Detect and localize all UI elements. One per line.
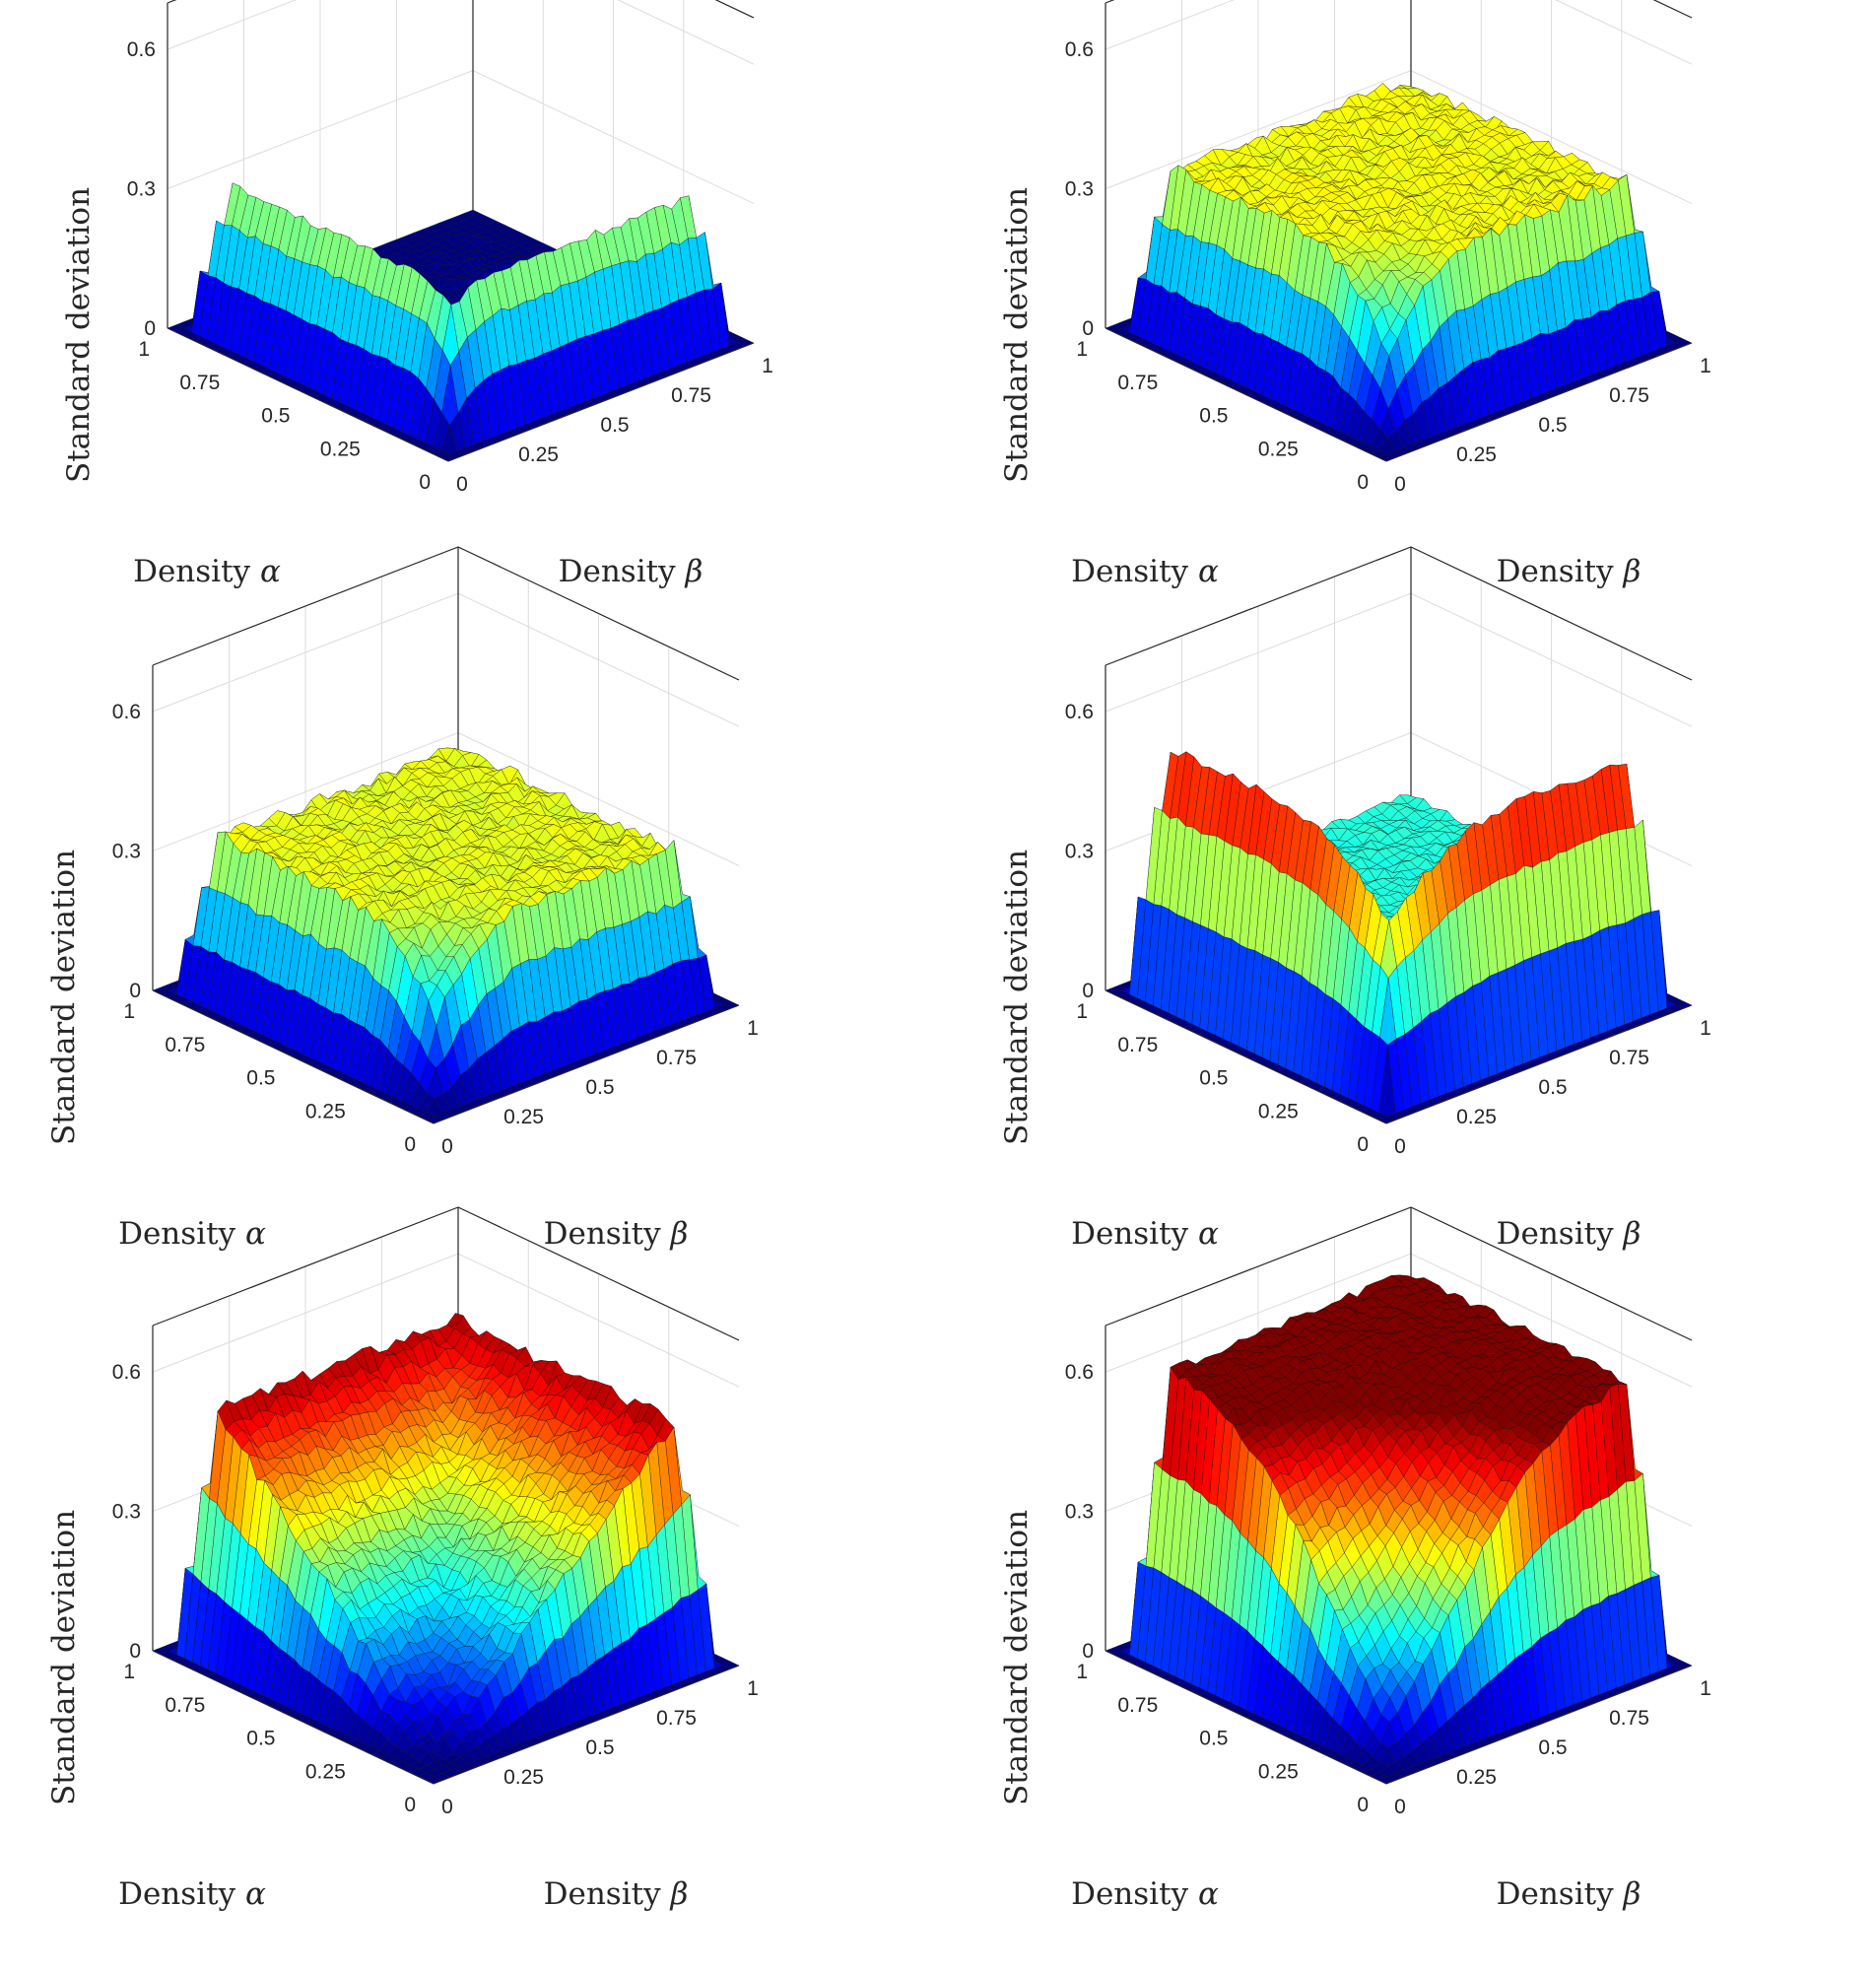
alpha-axis-label: Density α xyxy=(133,554,281,589)
alpha-tick-label: 0.75 xyxy=(1117,372,1158,394)
beta-tick-label: 0 xyxy=(1394,473,1406,496)
beta-symbol: β xyxy=(684,554,703,589)
beta-tick-label: 0.75 xyxy=(656,1047,697,1069)
z-tick-label: 0.3 xyxy=(127,178,156,201)
beta-axis-label: Density β xyxy=(544,1216,689,1252)
grid-line xyxy=(1106,0,1692,64)
beta-tick-label: 0.5 xyxy=(600,414,629,437)
beta-tick-label: 1 xyxy=(762,355,773,377)
beta-tick-label: 0.25 xyxy=(518,443,559,466)
surface-mesh xyxy=(1106,83,1692,461)
beta-tick-label: 0 xyxy=(456,473,468,496)
z-tick-label: 0.6 xyxy=(127,38,156,61)
beta-tick-label: 0.75 xyxy=(1609,384,1649,407)
beta-tick-label: 0.5 xyxy=(585,1076,614,1099)
beta-axis-label: Density β xyxy=(1497,554,1642,589)
surface-panel-middle-left: 00.250.50.75100.250.50.75100.30.6Density… xyxy=(44,682,892,1313)
alpha-tick-label: 1 xyxy=(1076,338,1088,361)
beta-tick-label: 0.25 xyxy=(503,1106,544,1128)
beta-tick-label: 0 xyxy=(441,1135,453,1158)
z-tick-label: 0.3 xyxy=(1065,178,1094,201)
z-axis-label: Standard deviation xyxy=(999,187,1035,483)
z-tick-label: 0 xyxy=(144,317,156,340)
surface-panel-top-right: 00.250.50.75100.250.50.75100.30.6Density… xyxy=(997,20,1844,650)
alpha-tick-label: 0.75 xyxy=(165,1034,205,1056)
z-tick-label: 0 xyxy=(129,980,141,1002)
alpha-tick-label: 1 xyxy=(123,1000,135,1023)
surface-panel-middle-right: 00.250.50.75100.250.50.75100.30.6Density… xyxy=(997,682,1844,1313)
alpha-tick-label: 0.5 xyxy=(261,405,290,428)
alpha-axis-label: Density α xyxy=(118,1216,266,1252)
alpha-tick-label: 0.5 xyxy=(246,1067,275,1090)
alpha-symbol: α xyxy=(245,1216,266,1252)
alpha-tick-label: 0.5 xyxy=(1199,405,1228,428)
surface-panel-top-left: 00.250.50.75100.250.50.75100.30.6Density… xyxy=(59,20,906,650)
z-tick-label: 0 xyxy=(1082,317,1094,340)
beta-tick-label: 0.75 xyxy=(671,384,711,407)
surface-mesh xyxy=(168,183,754,461)
alpha-tick-label: 0.25 xyxy=(1258,438,1299,460)
beta-symbol: β xyxy=(1622,554,1641,589)
z-tick-label: 0.3 xyxy=(112,841,141,863)
beta-tick-label: 1 xyxy=(1700,355,1711,377)
alpha-tick-label: 0 xyxy=(404,1133,416,1156)
surface-mesh xyxy=(1106,752,1692,1123)
surface-mesh xyxy=(153,748,739,1123)
grid-line xyxy=(168,71,754,204)
z-axis-label: Standard deviation xyxy=(61,187,97,483)
alpha-tick-label: 0.75 xyxy=(179,372,220,394)
alpha-tick-label: 0.25 xyxy=(305,1100,346,1123)
alpha-tick-label: 0.25 xyxy=(320,438,361,460)
z-axis-label: Standard deviation xyxy=(46,850,82,1145)
grid-line xyxy=(168,0,754,64)
beta-tick-label: 0.25 xyxy=(1456,443,1497,466)
z-tick-label: 0.6 xyxy=(1065,38,1094,61)
alpha-tick-label: 0 xyxy=(1357,471,1369,494)
beta-symbol: β xyxy=(669,1216,688,1252)
beta-tick-label: 0.5 xyxy=(1538,414,1567,437)
alpha-tick-label: 0 xyxy=(419,471,431,494)
alpha-symbol: α xyxy=(260,554,281,589)
z-tick-label: 0.6 xyxy=(112,701,141,723)
alpha-axis-label: Density α xyxy=(1071,554,1219,589)
alpha-symbol: α xyxy=(1198,554,1219,589)
alpha-tick-label: 1 xyxy=(138,338,150,361)
beta-axis-label: Density β xyxy=(559,554,704,589)
beta-tick-label: 1 xyxy=(747,1017,759,1040)
